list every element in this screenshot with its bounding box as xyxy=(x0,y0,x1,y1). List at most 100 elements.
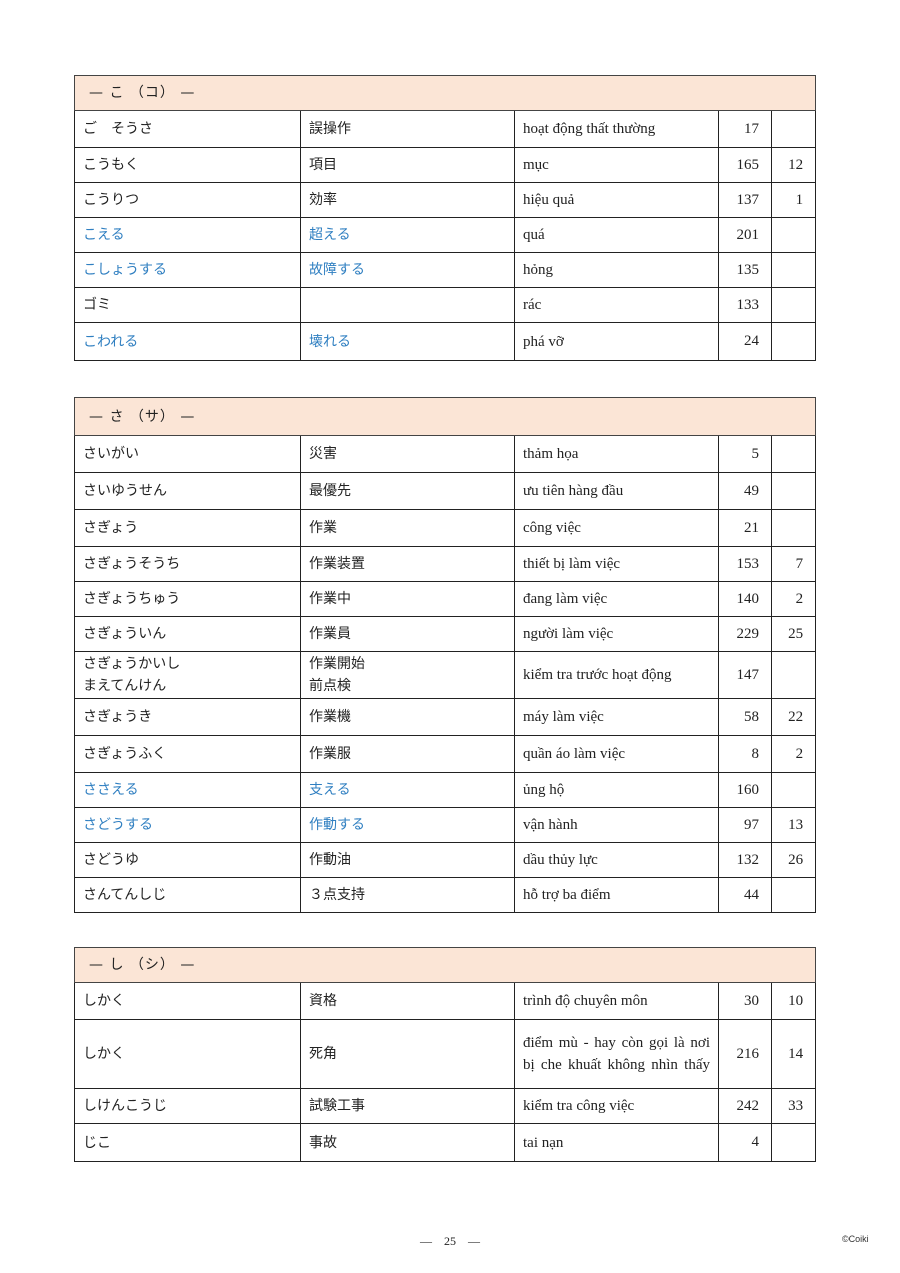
kana-reading: さいゆうせん xyxy=(74,472,301,510)
kanji-term: 作動する xyxy=(300,807,515,843)
item-number: 2 xyxy=(770,581,817,617)
section-header: — さ （サ） — xyxy=(73,397,817,436)
table-row: しかく 資格 trình độ chuyên môn 30 10 xyxy=(74,982,817,1020)
kanji-term: 支える xyxy=(300,772,515,808)
table-row: しかく 死角 điểm mù - hay còn gọi là nơi bị che… xyxy=(74,1019,817,1089)
kanji-term: 資格 xyxy=(300,982,515,1020)
table-row: さぎょうちゅう 作業中 đang làm việc 140 2 xyxy=(74,581,817,617)
item-number xyxy=(770,252,817,288)
table-row: さぎょうき 作業機 máy làm việc 58 22 xyxy=(74,698,817,736)
kana-reading: さぎょうふく xyxy=(74,735,301,773)
item-number xyxy=(770,1123,817,1162)
page-ref: 49 xyxy=(718,472,772,510)
vietnamese-meaning: điểm mù - hay còn gọi là nơi bị che khuấ… xyxy=(514,1019,719,1089)
kana-reading: さどうゆ xyxy=(74,842,301,878)
table-row: ゴミ rác 133 xyxy=(74,287,817,323)
item-number xyxy=(770,110,817,148)
table-row: さぎょういん 作業員 người làm việc 229 25 xyxy=(74,616,817,652)
item-number xyxy=(770,217,817,253)
table-row: こえる 超える quá 201 xyxy=(74,217,817,253)
kana-reading: しけんこうじ xyxy=(74,1088,301,1124)
table-row: こしょうする 故障する hỏng 135 xyxy=(74,252,817,288)
page-ref: 153 xyxy=(718,546,772,582)
kana-reading: じこ xyxy=(74,1123,301,1162)
item-number xyxy=(770,877,817,913)
section-header: — し （シ） — xyxy=(73,947,817,983)
vietnamese-meaning: người làm việc xyxy=(514,616,719,652)
vietnamese-meaning: kiểm tra công việc xyxy=(514,1088,719,1124)
kana-reading: ご そうさ xyxy=(74,110,301,148)
kana-reading: さぎょうき xyxy=(74,698,301,736)
item-number xyxy=(770,287,817,323)
page-ref: 17 xyxy=(718,110,772,148)
item-number xyxy=(770,772,817,808)
page-ref: 135 xyxy=(718,252,772,288)
kana-reading: こうもく xyxy=(74,147,301,183)
kana-reading: しかく xyxy=(74,1019,301,1089)
item-number: 14 xyxy=(770,1019,817,1089)
table-row: さぎょうふく 作業服 quần áo làm việc 8 2 xyxy=(74,735,817,773)
item-number: 7 xyxy=(770,546,817,582)
vietnamese-meaning: ủng hộ xyxy=(514,772,719,808)
vietnamese-meaning: vận hành xyxy=(514,807,719,843)
kanji-term xyxy=(300,287,515,323)
page-ref: 8 xyxy=(718,735,772,773)
table-row: こうもく 項目 mục 165 12 xyxy=(74,147,817,183)
glossary-section-table: — こ （コ） — ご そうさ 誤操作 hoạt động thất thường 17… xyxy=(73,75,817,361)
vietnamese-meaning: kiểm tra trước hoạt động xyxy=(514,651,719,699)
kanji-term: 超える xyxy=(300,217,515,253)
item-number: 12 xyxy=(770,147,817,183)
kana-reading: さぎょうそうち xyxy=(74,546,301,582)
vietnamese-meaning: đang làm việc xyxy=(514,581,719,617)
item-number: 10 xyxy=(770,982,817,1020)
kana-reading: こえる xyxy=(74,217,301,253)
kanji-term: 誤操作 xyxy=(300,110,515,148)
page-ref: 58 xyxy=(718,698,772,736)
page-ref: 242 xyxy=(718,1088,772,1124)
vietnamese-meaning: dầu thủy lực xyxy=(514,842,719,878)
kana-reading: ゴミ xyxy=(74,287,301,323)
item-number: 2 xyxy=(770,735,817,773)
page-ref: 44 xyxy=(718,877,772,913)
kana-reading: さぎょう xyxy=(74,509,301,547)
table-row: さぎょう 作業 công việc 21 xyxy=(74,509,817,547)
item-number xyxy=(770,651,817,699)
page-ref: 30 xyxy=(718,982,772,1020)
kanji-term: 最優先 xyxy=(300,472,515,510)
vietnamese-meaning: thảm họa xyxy=(514,435,719,473)
table-row: さどうする 作動する vận hành 97 13 xyxy=(74,807,817,843)
table-row: さんてんしじ ３点支持 hỗ trợ ba điểm 44 xyxy=(74,877,817,913)
glossary-section-table: — し （シ） — しかく 資格 trình độ chuyên môn 30 10 しかく… xyxy=(73,947,817,1162)
kanji-term: ３点支持 xyxy=(300,877,515,913)
page-ref: 165 xyxy=(718,147,772,183)
kanji-term: 故障する xyxy=(300,252,515,288)
table-row: こわれる 壊れる phá vỡ 24 xyxy=(74,322,817,361)
item-number: 25 xyxy=(770,616,817,652)
vietnamese-meaning: hoạt động thất thường xyxy=(514,110,719,148)
item-number: 1 xyxy=(770,182,817,218)
table-row: じこ 事故 tai nạn 4 xyxy=(74,1123,817,1162)
table-row: さいゆうせん 最優先 ưu tiên hàng đầu 49 xyxy=(74,472,817,510)
kanji-term: 壊れる xyxy=(300,322,515,361)
vietnamese-meaning: máy làm việc xyxy=(514,698,719,736)
kanji-term: 効率 xyxy=(300,182,515,218)
kanji-term: 作業機 xyxy=(300,698,515,736)
vietnamese-meaning: mục xyxy=(514,147,719,183)
table-row: さぎょうそうち 作業装置 thiết bị làm việc 153 7 xyxy=(74,546,817,582)
table-row: ご そうさ 誤操作 hoạt động thất thường 17 xyxy=(74,110,817,148)
table-row: さいがい 災害 thảm họa 5 xyxy=(74,435,817,473)
page-ref: 5 xyxy=(718,435,772,473)
table-row: こうりつ 効率 hiệu quả 137 1 xyxy=(74,182,817,218)
kanji-term: 作業員 xyxy=(300,616,515,652)
kanji-term: 作業装置 xyxy=(300,546,515,582)
table-row: さどうゆ 作動油 dầu thủy lực 132 26 xyxy=(74,842,817,878)
table-row: ささえる 支える ủng hộ 160 xyxy=(74,772,817,808)
item-number: 22 xyxy=(770,698,817,736)
item-number xyxy=(770,509,817,547)
page-ref: 216 xyxy=(718,1019,772,1089)
vietnamese-meaning: ưu tiên hàng đầu xyxy=(514,472,719,510)
page-ref: 4 xyxy=(718,1123,772,1162)
section-header: — こ （コ） — xyxy=(73,75,817,111)
kanji-term: 項目 xyxy=(300,147,515,183)
